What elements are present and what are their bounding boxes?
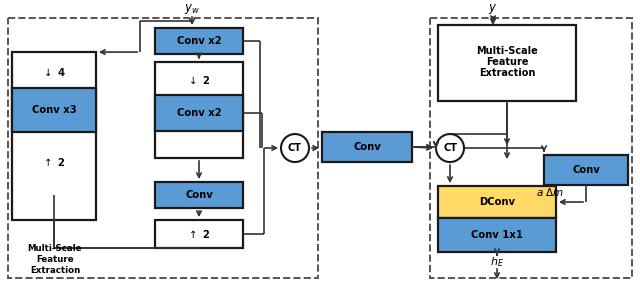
Bar [8, 18, 318, 278]
Text: Conv: Conv [572, 165, 600, 175]
Text: Conv: Conv [353, 142, 381, 152]
Circle shape [436, 134, 464, 162]
Bar [322, 132, 412, 162]
Text: Conv x3: Conv x3 [32, 105, 76, 115]
Text: $\downarrow$ 2: $\downarrow$ 2 [187, 75, 211, 86]
Text: CT: CT [443, 143, 457, 153]
Bar [12, 88, 96, 132]
Circle shape [281, 134, 309, 162]
Text: $h_E$: $h_E$ [490, 255, 504, 269]
Bar [430, 18, 632, 278]
Text: Multi-Scale: Multi-Scale [476, 46, 538, 56]
Bar [544, 155, 628, 185]
Text: $\uparrow$ 2: $\uparrow$ 2 [187, 228, 211, 240]
Text: Conv 1x1: Conv 1x1 [471, 230, 523, 240]
Text: Conv x2: Conv x2 [177, 108, 221, 118]
Bar [438, 25, 576, 101]
Bar [12, 52, 96, 220]
Bar [438, 186, 556, 218]
Text: Extraction: Extraction [30, 266, 80, 274]
Bar [155, 182, 243, 208]
Text: Multi-Scale: Multi-Scale [28, 244, 83, 252]
Text: CT: CT [288, 143, 302, 153]
Text: Feature: Feature [36, 255, 74, 263]
Bar [155, 62, 243, 158]
Bar [155, 28, 243, 54]
Text: Conv x2: Conv x2 [177, 36, 221, 46]
Text: Conv: Conv [185, 190, 213, 200]
Bar [438, 218, 556, 252]
Text: DConv: DConv [479, 197, 515, 207]
Text: Feature: Feature [486, 57, 528, 67]
Text: $y_w$: $y_w$ [184, 2, 200, 16]
Bar [155, 220, 243, 248]
Text: $a\ \Delta m$: $a\ \Delta m$ [536, 186, 564, 198]
Text: $\uparrow$ 2: $\uparrow$ 2 [42, 156, 66, 168]
Text: $y$: $y$ [488, 2, 498, 16]
Text: Extraction: Extraction [479, 68, 535, 78]
Bar [155, 95, 243, 131]
Text: $\downarrow$ 4: $\downarrow$ 4 [42, 67, 66, 78]
